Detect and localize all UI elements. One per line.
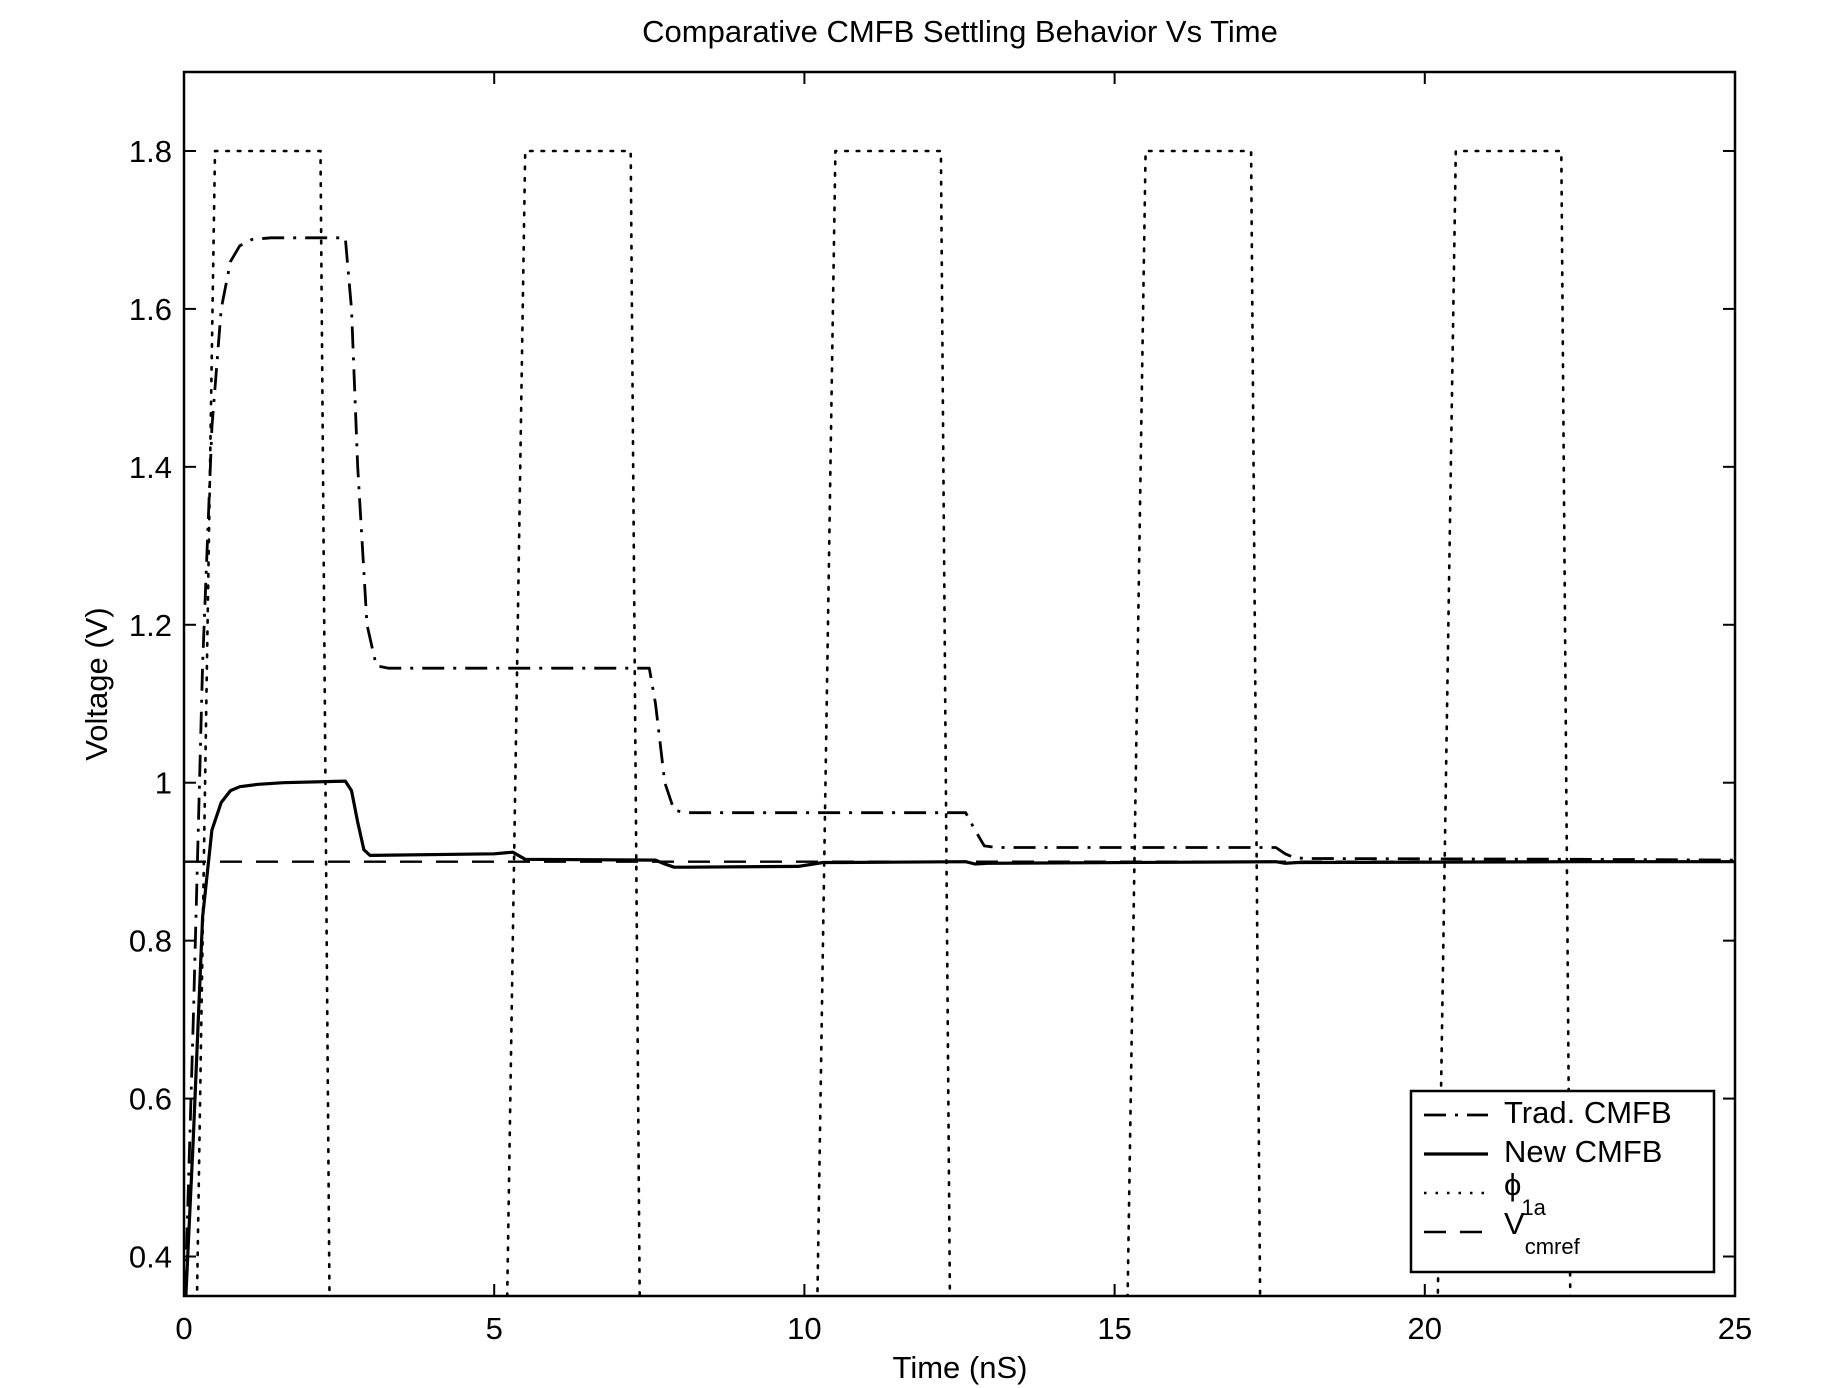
- legend-label-vcm: Vcmref: [1504, 1206, 1581, 1259]
- y-tick-label: 1.8: [129, 134, 172, 169]
- x-axis-label: Time (nS): [893, 1350, 1028, 1385]
- tick-layer: 0 5 10 15 20 25 0.4 0.6 0.8 1 1.2 1.4 1.6 1.8: [129, 72, 1752, 1346]
- legend-box: [1409, 1089, 1716, 1274]
- x-tick-label: 25: [1718, 1311, 1752, 1346]
- chart-title: Comparative CMFB Settling Behavior Vs Ti…: [642, 14, 1278, 49]
- y-tick-label: 0.8: [129, 924, 172, 959]
- x-tick-label: 10: [787, 1311, 821, 1346]
- y-tick-label: 1.4: [129, 450, 172, 485]
- y-tick-label: 1.2: [129, 608, 172, 643]
- y-tick-label: 0.4: [129, 1240, 172, 1275]
- x-tick-label: 15: [1097, 1311, 1131, 1346]
- x-tick-label: 20: [1408, 1311, 1442, 1346]
- y-tick-label: 1.6: [129, 292, 172, 327]
- series-line-phi: [195, 149, 1572, 1296]
- x-tick-label: 0: [175, 1311, 192, 1346]
- series-line-trad: [184, 236, 1735, 1296]
- y-tick-label: 1: [155, 766, 172, 801]
- legend-label-new: New CMFB: [1504, 1134, 1662, 1169]
- legend-label-phi: ϕ1a: [1504, 1167, 1547, 1220]
- series-layer: [184, 149, 1735, 1296]
- x-tick-label: 5: [486, 1311, 503, 1346]
- legend-label-trad: Trad. CMFB: [1504, 1095, 1672, 1130]
- series-line-new: [184, 779, 1735, 1296]
- plot-frame: [182, 70, 1737, 1298]
- y-tick-label: 0.6: [129, 1082, 172, 1117]
- y-axis-label: Voltage (V): [79, 607, 114, 760]
